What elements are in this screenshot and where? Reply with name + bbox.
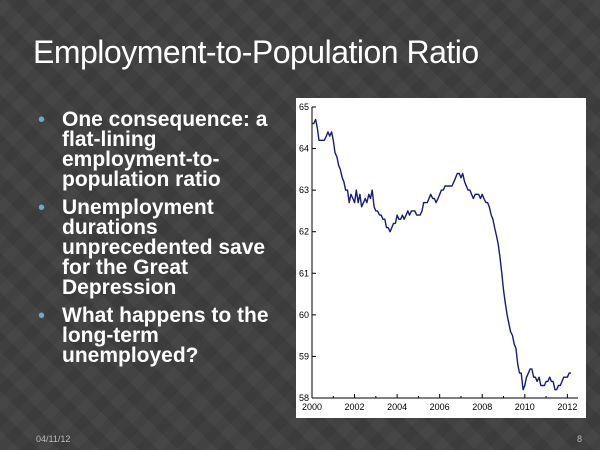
bullet-item: • Unemployment durations unprecedented s… <box>36 196 286 299</box>
bullet-text: What happens to the long-term unemployed… <box>62 304 269 367</box>
series-line <box>312 118 571 391</box>
footer-date: 04/11/12 <box>36 434 71 444</box>
bullet-list: • One consequence: a flat-lining employm… <box>36 108 286 374</box>
page-number: 8 <box>576 434 582 444</box>
bullet-item: • One consequence: a flat-lining employm… <box>36 108 286 191</box>
y-tick-label: 60 <box>299 310 309 320</box>
y-tick-label: 64 <box>299 144 309 154</box>
bullet-marker: • <box>38 109 46 131</box>
x-tick-label: 2008 <box>472 402 492 412</box>
bullet-marker: • <box>38 197 46 219</box>
slide-title: Employment-to-Population Ratio <box>33 34 479 70</box>
y-tick-label: 62 <box>299 227 309 237</box>
chart-ticks: 58 59 60 61 62 63 64 65 2000 2002 2004 2006 2008 2010… <box>299 102 577 412</box>
bullet-item: • What happens to the long-term unemploy… <box>36 304 286 367</box>
y-tick-label: 65 <box>299 102 309 112</box>
x-tick-label: 2000 <box>302 402 322 412</box>
chart-series <box>312 118 571 391</box>
chart-axes <box>311 107 578 399</box>
y-tick-label: 63 <box>299 185 309 195</box>
x-tick-label: 2004 <box>387 402 407 412</box>
bullet-marker: • <box>38 305 46 327</box>
line-chart: 58 59 60 61 62 63 64 65 2000 2002 2004 2006 2008 2010… <box>299 102 578 412</box>
chart-panel: 58 59 60 61 62 63 64 65 2000 2002 2004 2006 2008 2010… <box>296 98 586 418</box>
x-tick-label: 2012 <box>557 402 577 412</box>
x-tick-label: 2002 <box>345 402 365 412</box>
bullet-text: Unemployment durations unprecedented sav… <box>62 196 266 299</box>
x-tick-label: 2010 <box>515 402 535 412</box>
y-tick-label: 59 <box>299 351 309 361</box>
x-tick-label: 2006 <box>430 402 450 412</box>
y-tick-label: 58 <box>299 393 309 403</box>
bullet-text: One consequence: a flat-lining employmen… <box>62 108 268 191</box>
y-tick-label: 61 <box>299 268 309 278</box>
